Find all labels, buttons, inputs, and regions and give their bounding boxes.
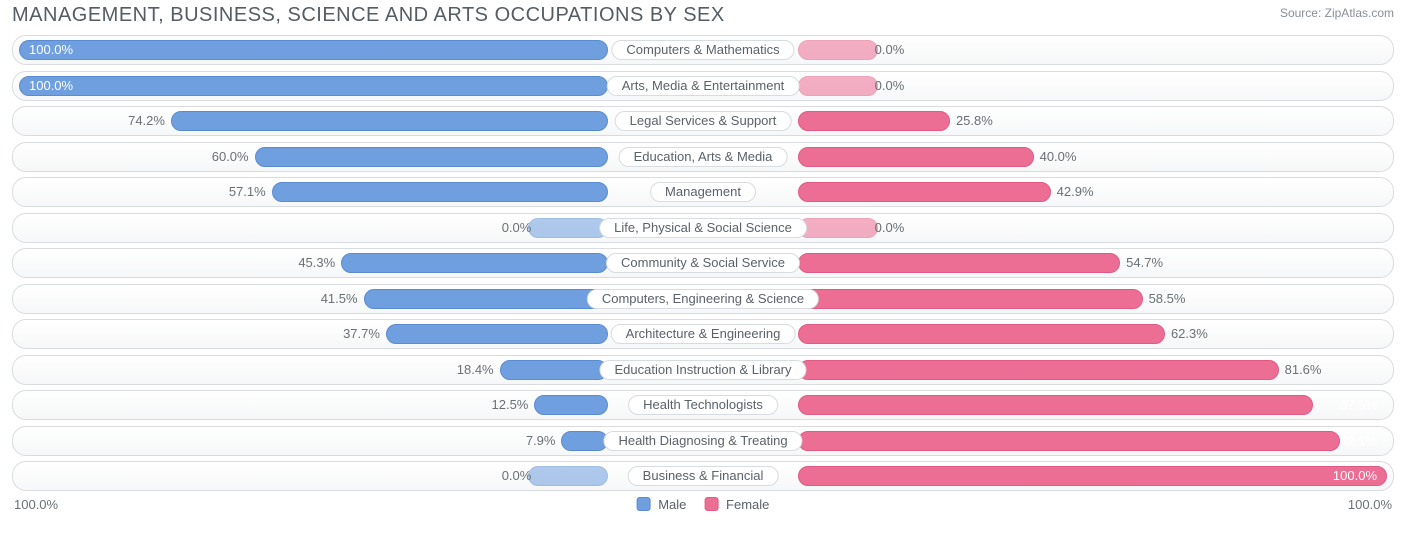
female-bar: [798, 431, 1340, 451]
male-pct-label: 60.0%: [212, 143, 249, 171]
category-label: Community & Social Service: [606, 253, 800, 273]
female-pct-label: 0.0%: [875, 72, 905, 100]
chart-rows: 100.0%0.0%Computers & Mathematics100.0%0…: [8, 33, 1398, 491]
axis-right-label: 100.0%: [1348, 497, 1392, 512]
chart-row: 100.0% 0.0% Arts, Media & Entertainment: [12, 71, 1394, 101]
female-bar: [798, 182, 1051, 202]
male-bar: [341, 253, 608, 273]
chart-legend: Male Female: [637, 497, 770, 512]
chart-row: 45.3% 54.7% Community & Social Service: [12, 248, 1394, 278]
male-bar: [528, 466, 608, 486]
chart-row: 57.1% 42.9% Management: [12, 177, 1394, 207]
chart-source: Source: ZipAtlas.com: [1280, 4, 1394, 20]
category-label: Health Technologists: [628, 395, 778, 415]
category-label: Life, Physical & Social Science: [599, 218, 807, 238]
female-bar: [798, 289, 1143, 309]
male-pct-label: 100.0%: [19, 72, 83, 100]
female-pct-label: 58.5%: [1149, 285, 1186, 313]
male-pct-label: 0.0%: [502, 462, 532, 490]
legend-male-label: Male: [658, 497, 686, 512]
female-pct-label: 40.0%: [1040, 143, 1077, 171]
male-bar: [272, 182, 608, 202]
male-pct-label: 45.3%: [298, 249, 335, 277]
legend-female: Female: [704, 497, 769, 512]
female-bar: [798, 218, 878, 238]
axis-left-label: 100.0%: [14, 497, 58, 512]
male-bar: [534, 395, 608, 415]
category-label: Legal Services & Support: [615, 111, 792, 131]
female-pct-label: 0.0%: [875, 36, 905, 64]
female-bar: [798, 111, 950, 131]
chart-row: 0.0% 0.0% Life, Physical & Social Science: [12, 213, 1394, 243]
female-pct-label: 25.8%: [956, 107, 993, 135]
female-pct-label: 0.0%: [875, 214, 905, 242]
chart-row: 18.4% 81.6% Education Instruction & Librar…: [12, 355, 1394, 385]
category-label: Management: [650, 182, 756, 202]
chart-row: 41.5% 58.5% Computers, Engineering & Scien…: [12, 284, 1394, 314]
male-bar: [171, 111, 608, 131]
category-label: Education Instruction & Library: [599, 360, 806, 380]
category-label: Business & Financial: [628, 466, 779, 486]
chart-title: MANAGEMENT, BUSINESS, SCIENCE AND ARTS O…: [12, 4, 725, 27]
male-bar: [561, 431, 608, 451]
female-pct-label: 92.1%: [1330, 427, 1387, 455]
female-bar: [798, 76, 878, 96]
male-pct-label: 18.4%: [457, 356, 494, 384]
category-label: Arts, Media & Entertainment: [607, 76, 800, 96]
male-bar: [386, 324, 608, 344]
male-bar: [364, 289, 608, 309]
male-bar: [19, 76, 608, 96]
female-bar: [798, 360, 1279, 380]
female-pct-label: 87.5%: [1330, 391, 1387, 419]
female-bar: [798, 324, 1165, 344]
occupations-by-sex-chart: MANAGEMENT, BUSINESS, SCIENCE AND ARTS O…: [0, 0, 1406, 558]
female-pct-label: 100.0%: [1323, 462, 1387, 490]
female-pct-label: 62.3%: [1171, 320, 1208, 348]
chart-row: 0.0% 100.0% Business & Financial: [12, 461, 1394, 491]
female-bar: [798, 147, 1034, 167]
legend-male: Male: [637, 497, 687, 512]
male-pct-label: 57.1%: [229, 178, 266, 206]
category-label: Computers & Mathematics: [611, 40, 794, 60]
male-swatch-icon: [637, 497, 651, 511]
female-pct-label: 54.7%: [1126, 249, 1163, 277]
category-label: Education, Arts & Media: [619, 147, 788, 167]
chart-row: 74.2% 25.8% Legal Services & Support: [12, 106, 1394, 136]
male-pct-label: 12.5%: [492, 391, 529, 419]
male-pct-label: 7.9%: [526, 427, 556, 455]
male-pct-label: 37.7%: [343, 320, 380, 348]
female-bar: [798, 253, 1120, 273]
female-bar: [798, 40, 878, 60]
category-label: Architecture & Engineering: [611, 324, 796, 344]
male-pct-label: 0.0%: [502, 214, 532, 242]
chart-row: 12.5% 87.5% Health Technologists: [12, 390, 1394, 420]
male-bar: [528, 218, 608, 238]
chart-row: 100.0% 0.0% Computers & Mathematics: [12, 35, 1394, 65]
female-bar: [798, 466, 1387, 486]
male-pct-label: 41.5%: [321, 285, 358, 313]
source-label: Source:: [1280, 6, 1321, 20]
source-name: ZipAtlas.com: [1325, 6, 1394, 20]
male-bar: [255, 147, 608, 167]
chart-row: 37.7% 62.3% Architecture & Engineering: [12, 319, 1394, 349]
male-bar: [500, 360, 608, 380]
chart-header: MANAGEMENT, BUSINESS, SCIENCE AND ARTS O…: [8, 4, 1398, 33]
female-swatch-icon: [704, 497, 718, 511]
male-pct-label: 74.2%: [128, 107, 165, 135]
chart-row: 60.0% 40.0% Education, Arts & Media: [12, 142, 1394, 172]
female-bar: [798, 395, 1313, 415]
male-pct-label: 100.0%: [19, 36, 83, 64]
female-pct-label: 81.6%: [1285, 356, 1322, 384]
legend-female-label: Female: [726, 497, 769, 512]
category-label: Computers, Engineering & Science: [587, 289, 819, 309]
male-bar: [19, 40, 608, 60]
category-label: Health Diagnosing & Treating: [603, 431, 802, 451]
chart-row: 7.9% 92.1% Health Diagnosing & Treating: [12, 426, 1394, 456]
chart-footer: 100.0% Male Female 100.0%: [12, 497, 1394, 527]
female-pct-label: 42.9%: [1057, 178, 1094, 206]
